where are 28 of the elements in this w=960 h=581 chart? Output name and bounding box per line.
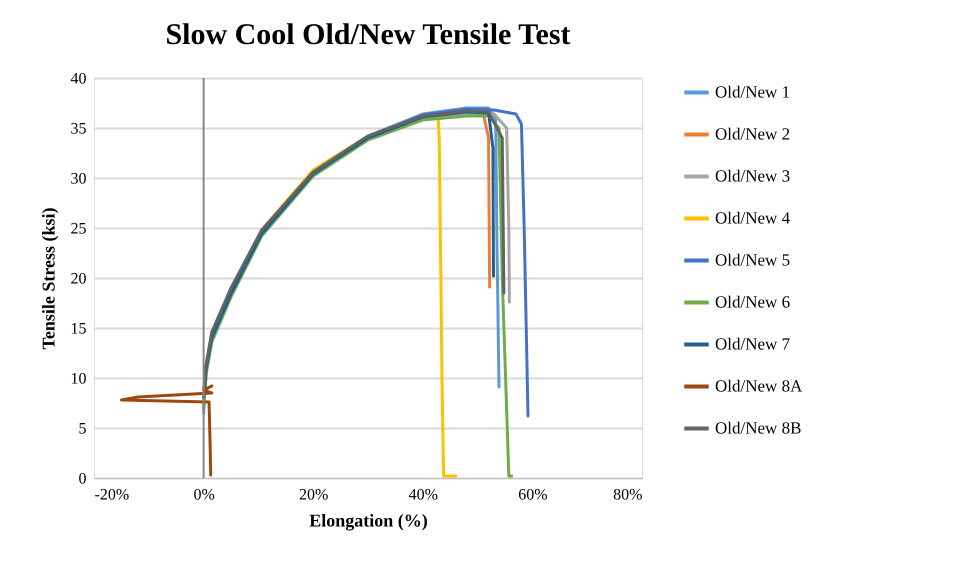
legend-label: Old/New 8B bbox=[715, 418, 802, 438]
legend-label: Old/New 8A bbox=[715, 376, 804, 396]
x-tick-label: 60% bbox=[518, 486, 548, 504]
legend-label: Old/New 2 bbox=[715, 124, 790, 144]
x-tick-label: 40% bbox=[408, 486, 438, 504]
y-tick-label: 0 bbox=[78, 470, 86, 488]
legend-label: Old/New 6 bbox=[715, 292, 790, 312]
y-tick-label: 10 bbox=[70, 370, 86, 388]
legend-label: Old/New 5 bbox=[715, 250, 790, 270]
chart-title: Slow Cool Old/New Tensile Test bbox=[165, 18, 571, 51]
y-tick-label: 5 bbox=[78, 420, 86, 438]
y-tick-label: 30 bbox=[70, 170, 86, 188]
y-tick-label: 20 bbox=[70, 270, 86, 288]
x-axis-title: Elongation (%) bbox=[309, 510, 428, 530]
y-tick-label: 15 bbox=[70, 320, 86, 338]
x-tick-label: 20% bbox=[299, 486, 328, 504]
x-tick-label: 80% bbox=[613, 486, 642, 504]
y-tick-label: 25 bbox=[70, 220, 86, 238]
y-tick-label: 35 bbox=[70, 120, 86, 138]
legend-label: Old/New 3 bbox=[715, 166, 790, 186]
legend-label: Old/New 7 bbox=[715, 334, 791, 354]
y-tick-label: 40 bbox=[70, 70, 86, 88]
x-tick-label: -20% bbox=[94, 486, 130, 504]
legend-label: Old/New 1 bbox=[715, 82, 790, 102]
x-tick-label: 0% bbox=[193, 486, 215, 504]
line-series bbox=[120, 384, 214, 476]
y-axis-title: Tensile Stress (ksi) bbox=[38, 207, 58, 350]
legend-label: Old/New 4 bbox=[715, 208, 791, 228]
